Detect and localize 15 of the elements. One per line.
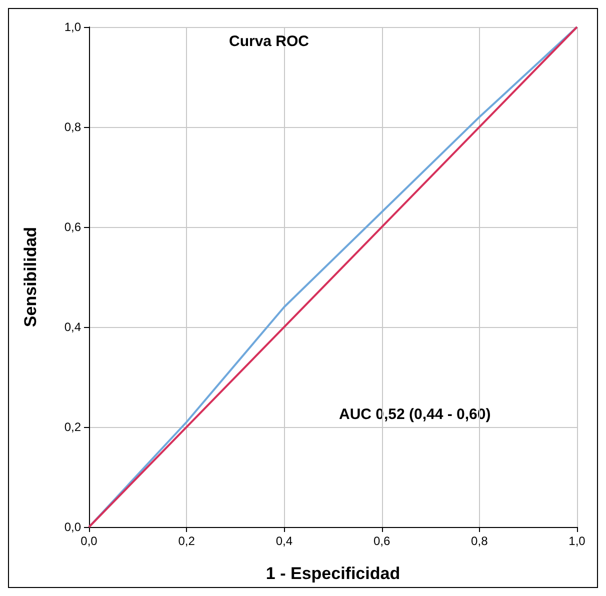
chart-title: Curva ROC — [229, 33, 310, 50]
x-tick-label: 0,8 — [471, 534, 488, 548]
x-tick-label: 1,0 — [568, 534, 586, 548]
y-axis-title: Sensibilidad — [21, 226, 40, 328]
x-axis-title: 1 - Especificidad — [266, 564, 400, 583]
x-tick-label: 0,2 — [178, 534, 196, 548]
x-tick-label: 0,4 — [276, 534, 293, 548]
y-tick-label: 0,8 — [64, 120, 82, 134]
y-tick-label: 0,6 — [64, 220, 82, 234]
x-tick-label: 0,0 — [80, 534, 98, 548]
y-tick-label: 0,4 — [64, 320, 82, 334]
x-tick-label: 0,6 — [373, 534, 390, 548]
y-tick-label: 0,2 — [64, 420, 82, 434]
y-tick-label: 1,0 — [64, 20, 82, 34]
y-tick-label: 0,0 — [64, 520, 82, 534]
